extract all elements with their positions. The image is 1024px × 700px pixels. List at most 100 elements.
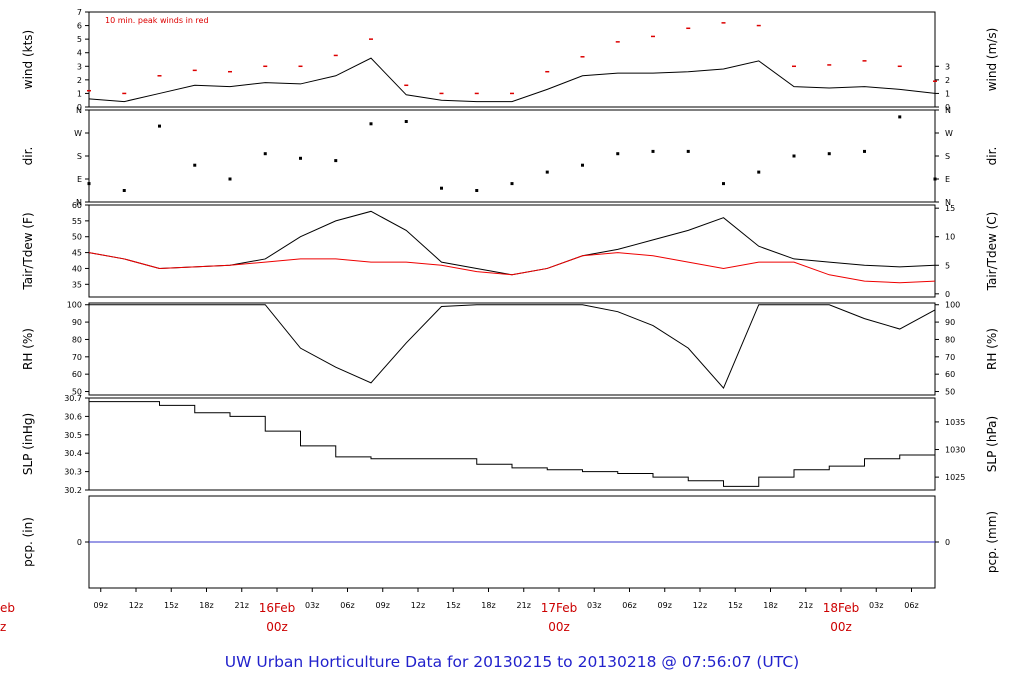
rh-ylabel-left: RH (%) [21,328,35,370]
temperature-left-tick-label: 40 [72,264,82,273]
slp-left-tick-label: 30.6 [64,412,82,421]
direction-point [545,170,549,174]
panel-pcp: 0 0 pcp. (in) pcp. (mm) [21,495,999,589]
day-label-time: 00z [830,620,852,634]
slp-left-tick-label: 30.7 [64,394,82,403]
time-axis: 09z 12z 15z 18z 21z 03z 06z 09z 12z 15z 18z 21z 03z 0… [0,588,919,634]
wind-right-tick-label: 0 [945,103,950,112]
direction-point [334,159,338,163]
wind-left-tick-label: 7 [77,8,82,17]
day-label-date: 16Feb [259,601,296,615]
time-tick-label: 12z [411,601,425,610]
wind-right-tick-label: 2 [945,76,950,85]
direction-point [792,154,796,158]
dir-left-tick-label: N [76,106,82,115]
temperature-left-tick-label: 50 [72,233,82,242]
time-tick-label: 18z [763,601,777,610]
time-tick-label: 09z [376,601,390,610]
wind-left-tick-label: 0 [77,103,82,112]
wind-ylabel-left: wind (kts) [21,30,35,89]
direction-point [299,156,302,160]
day-label-time: 00z [266,620,288,634]
temperature-ylabel-left: Tair/Tdew (F) [21,212,35,290]
dir-frame [88,109,936,203]
rh-left-tick-label: 100 [67,301,82,310]
direction-point [757,170,761,174]
direction-point [863,149,866,153]
rh-left-tick-label: 90 [72,318,82,327]
time-tick-label: 15z [446,601,460,610]
time-tick-label: 03z [869,601,883,610]
temperature-left-tick-label: 35 [72,280,82,289]
wind-left-tick-label: 5 [77,35,82,44]
direction-point [193,163,197,167]
slp-right-tick-label: 1025 [945,473,965,482]
wind-left-tick-label: 3 [77,62,82,71]
slp-ylabel-right: SLP (hPa) [985,416,999,472]
direction-point [475,189,479,192]
direction-point [228,177,232,181]
day-label-date: 17Feb [541,601,578,615]
slp-left-tick-label: 30.5 [64,431,82,440]
pcp-ylabel-left: pcp. (in) [21,517,35,567]
rh-left-tick-label: 70 [72,353,82,362]
partial-day-label-date: eb [0,601,15,615]
time-tick-label: 21z [235,601,249,610]
direction-point [87,182,91,186]
rh-left-tick-label: 50 [72,388,82,397]
rh-right-tick-label: 100 [945,301,960,310]
dir-right-tick-label: N [945,106,951,115]
mean-line [88,57,936,103]
direction-point [722,182,725,186]
direction-point [440,186,443,190]
dir-ylabel-left: dir. [21,147,35,166]
panel-temperature: 35 40 45 50 55 60 0 5 10 15 Tair/Tdew (F) Tair/Tdew… [21,201,999,299]
time-tick-label: 21z [517,601,531,610]
direction-point [122,189,126,192]
slp-line [89,401,936,487]
rh-left-tick-label: 80 [72,335,82,344]
rh-right-tick-label: 90 [945,318,955,327]
time-tick-label: 06z [904,601,918,610]
dir-right-tick-label: N [945,198,951,207]
footer-title: UW Urban Horticulture Data for 20130215 … [225,653,799,671]
temperature-frame [88,204,936,298]
wind-right-tick-label: 1 [945,89,950,98]
direction-point [686,149,690,153]
wind-right-tick-label: 3 [945,62,950,71]
tdew-line [88,252,936,284]
direction-point [616,152,620,156]
rh-ylabel-right: RH (%) [985,328,999,370]
direction-point [827,152,831,156]
temperature-right-tick-label: 0 [945,290,950,299]
temperature-right-tick-label: 15 [945,204,955,213]
slp-left-tick-label: 30.3 [64,468,82,477]
wind-frame [88,11,936,108]
direction-point [581,163,584,167]
dir-ylabel-right: dir. [985,147,999,166]
rh-right-tick-label: 80 [945,335,955,344]
time-tick-label: 03z [587,601,601,610]
rh-right-tick-label: 60 [945,370,955,379]
slp-left-tick-label: 30.4 [64,449,82,458]
slp-ylabel-left: SLP (inHg) [21,413,35,475]
time-tick-label: 03z [305,601,319,610]
pcp-left-tick-label: 0 [77,538,82,547]
temperature-right-tick-label: 10 [945,233,955,242]
slp-right-tick-label: 1030 [945,446,965,455]
dir-right-tick-label: S [945,152,950,161]
temperature-left-tick-label: 60 [72,201,82,210]
dir-left-tick-label: S [77,152,82,161]
direction-point [933,177,937,181]
time-tick-label: 06z [340,601,354,610]
dir-left-tick-label: W [74,129,82,138]
rh-frame [88,302,936,396]
rh-line [89,304,936,389]
time-tick-label: 09z [94,601,108,610]
direction-point [404,120,408,123]
time-tick-label: 06z [622,601,636,610]
panel-slp: 30.2 30.3 30.4 30.5 30.6 30.7 1025 1030 1035 SLP … [21,394,999,495]
